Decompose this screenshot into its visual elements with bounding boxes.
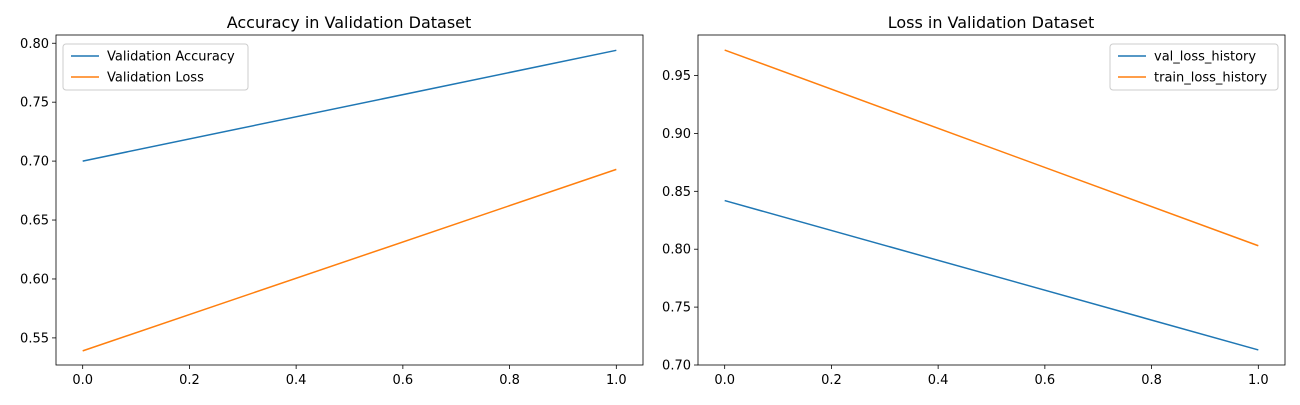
y-tick-label: 0.65 xyxy=(20,214,49,229)
axes-frame xyxy=(55,34,644,366)
legend-label-1: Validation Loss xyxy=(107,71,204,86)
series-line-0 xyxy=(82,49,617,162)
y-tick-label: 0.80 xyxy=(20,37,49,52)
legend-label-0: val_loss_history xyxy=(1154,50,1256,65)
loss-chart: Loss in Validation Dataset 0.0 0.2 0.4 0.6 0… xyxy=(662,13,1286,388)
x-tick-label: 0.6 xyxy=(1035,373,1056,388)
legend-box xyxy=(62,43,249,91)
y-tick-label: 0.80 xyxy=(662,243,691,258)
x-tick-label: 1.0 xyxy=(606,373,627,388)
x-tick-label: 0.6 xyxy=(393,373,414,388)
legend-label-1: train_loss_history xyxy=(1154,71,1267,86)
x-tick-label: 0.8 xyxy=(1141,373,1162,388)
legend: val_loss_history train_loss_history xyxy=(1109,43,1279,91)
axes-frame xyxy=(697,34,1286,366)
chart-title: Loss in Validation Dataset xyxy=(888,13,1095,32)
legend-box xyxy=(1109,43,1279,91)
legend-label-0: Validation Accuracy xyxy=(107,50,235,65)
series-line-1 xyxy=(82,168,617,352)
x-tick-label: 0.2 xyxy=(821,373,842,388)
y-tick-label: 0.90 xyxy=(662,127,691,142)
y-tick-label: 0.55 xyxy=(20,331,49,346)
x-tick-label: 0.4 xyxy=(928,373,949,388)
y-tick-label: 0.75 xyxy=(662,301,691,316)
accuracy-chart: Accuracy in Validation Dataset 0.0 0.2 0.4… xyxy=(20,13,644,388)
y-tick-label: 0.95 xyxy=(662,69,691,84)
y-tick-label: 0.70 xyxy=(662,359,691,374)
y-tick-label: 0.75 xyxy=(20,96,49,111)
x-tick-label: 1.0 xyxy=(1248,373,1269,388)
legend: Validation Accuracy Validation Loss xyxy=(62,43,249,91)
x-tick-label: 0.0 xyxy=(714,373,735,388)
chart-title: Accuracy in Validation Dataset xyxy=(227,13,472,32)
x-tick-label: 0.2 xyxy=(179,373,200,388)
y-tick-label: 0.85 xyxy=(662,185,691,200)
x-tick-label: 0.0 xyxy=(72,373,93,388)
series-line-1 xyxy=(724,49,1259,247)
x-tick-label: 0.8 xyxy=(499,373,520,388)
x-tick-label: 0.4 xyxy=(286,373,307,388)
y-tick-label: 0.70 xyxy=(20,155,49,170)
y-tick-label: 0.60 xyxy=(20,272,49,287)
series-line-0 xyxy=(724,199,1259,351)
